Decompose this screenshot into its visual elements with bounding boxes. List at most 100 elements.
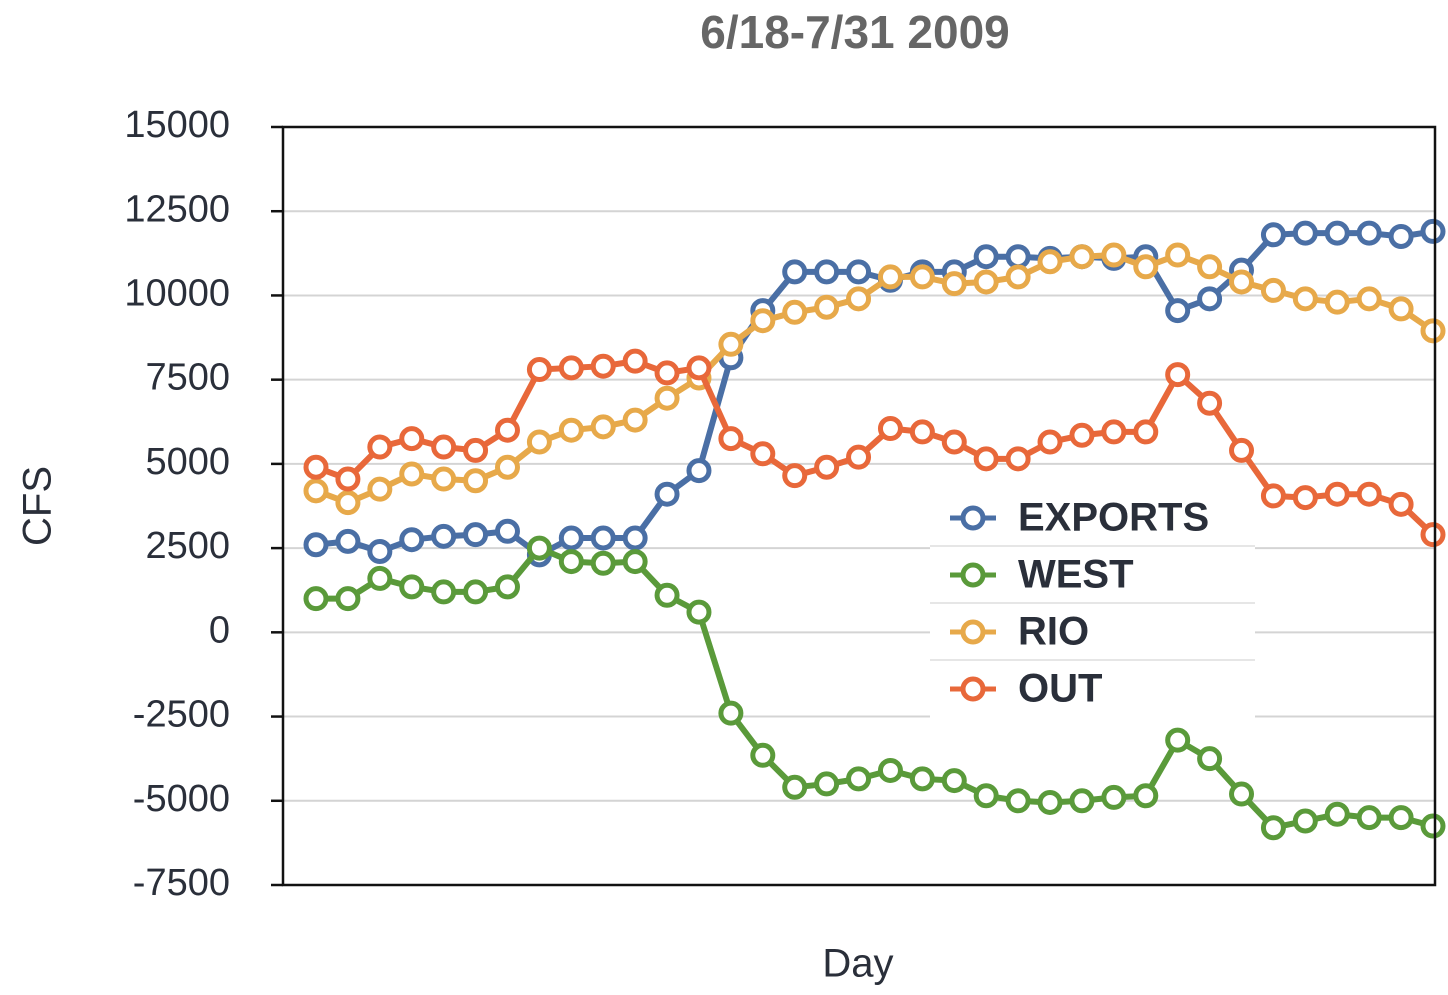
- point: [590, 525, 616, 551]
- legend-marker: [960, 505, 986, 531]
- point: [526, 429, 552, 455]
- point: [1324, 801, 1350, 827]
- point: [303, 586, 329, 612]
- legend-marker: [960, 562, 986, 588]
- point: [1069, 788, 1095, 814]
- point: [558, 525, 584, 551]
- point: [1005, 788, 1031, 814]
- point: [654, 360, 680, 386]
- point: [1292, 808, 1318, 834]
- point: [399, 574, 425, 600]
- x-axis-label: Day: [822, 942, 893, 986]
- point: [1005, 446, 1031, 472]
- point: [782, 299, 808, 325]
- point: [494, 417, 520, 443]
- point: [750, 742, 776, 768]
- point: [622, 525, 648, 551]
- point: [526, 535, 552, 561]
- point: [750, 441, 776, 467]
- point: [1420, 218, 1446, 244]
- point: [1165, 727, 1191, 753]
- point: [1324, 289, 1350, 315]
- point: [1356, 805, 1382, 831]
- point: [1260, 815, 1286, 841]
- point: [622, 348, 648, 374]
- point: [1069, 244, 1095, 270]
- point: [846, 766, 872, 792]
- point: [1420, 522, 1446, 548]
- point: [1420, 813, 1446, 839]
- legend-label: OUT: [1018, 667, 1102, 711]
- point: [654, 481, 680, 507]
- point: [590, 414, 616, 440]
- y-tick-label: 15000: [124, 104, 230, 146]
- point: [1165, 242, 1191, 268]
- point: [1260, 277, 1286, 303]
- point: [1388, 805, 1414, 831]
- point: [622, 549, 648, 575]
- point: [494, 518, 520, 544]
- point: [367, 565, 393, 591]
- point: [877, 757, 903, 783]
- point: [431, 579, 457, 605]
- point: [1101, 419, 1127, 445]
- series-line: [315, 228, 1434, 558]
- y-tick-label: 2500: [145, 525, 230, 567]
- point: [814, 259, 840, 285]
- point: [1101, 784, 1127, 810]
- point: [877, 264, 903, 290]
- point: [367, 434, 393, 460]
- point: [686, 458, 712, 484]
- point: [941, 768, 967, 794]
- point: [1260, 483, 1286, 509]
- point: [814, 771, 840, 797]
- point: [654, 385, 680, 411]
- legend-marker: [960, 619, 986, 645]
- point: [1388, 296, 1414, 322]
- point: [1069, 422, 1095, 448]
- point: [782, 463, 808, 489]
- point: [1037, 789, 1063, 815]
- point: [877, 416, 903, 442]
- point: [558, 355, 584, 381]
- point: [814, 454, 840, 480]
- point: [1005, 264, 1031, 290]
- point: [463, 468, 489, 494]
- point: [558, 417, 584, 443]
- point: [1133, 419, 1159, 445]
- point: [1037, 249, 1063, 275]
- point: [1356, 220, 1382, 246]
- point: [686, 355, 712, 381]
- point: [463, 437, 489, 463]
- point: [814, 294, 840, 320]
- point: [1229, 437, 1255, 463]
- point: [335, 528, 361, 554]
- point: [1005, 244, 1031, 270]
- point: [973, 244, 999, 270]
- y-axis-label: CFS: [16, 466, 60, 546]
- point: [590, 353, 616, 379]
- point: [1292, 485, 1318, 511]
- point: [1388, 491, 1414, 517]
- point: [1260, 222, 1286, 248]
- point: [718, 331, 744, 357]
- legend-label: RIO: [1018, 610, 1089, 654]
- point: [941, 429, 967, 455]
- y-tick-label: 0: [209, 609, 230, 651]
- point: [654, 582, 680, 608]
- point: [526, 357, 552, 383]
- point: [782, 259, 808, 285]
- point: [367, 538, 393, 564]
- point: [1420, 318, 1446, 344]
- y-tick-label: -7500: [133, 862, 230, 904]
- point: [463, 522, 489, 548]
- point: [399, 527, 425, 553]
- point: [622, 407, 648, 433]
- point: [973, 446, 999, 472]
- y-tick-label: 12500: [124, 188, 230, 230]
- plot-frame: [281, 125, 1437, 887]
- point: [1165, 362, 1191, 388]
- point: [494, 574, 520, 600]
- point: [1388, 223, 1414, 249]
